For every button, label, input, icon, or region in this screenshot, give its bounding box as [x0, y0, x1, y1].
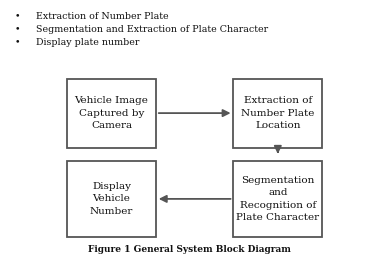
Text: Extraction of Number Plate: Extraction of Number Plate — [36, 12, 169, 21]
Text: Display
Vehicle
Number: Display Vehicle Number — [90, 182, 133, 216]
Text: Segmentation
and
Recognition of
Plate Character: Segmentation and Recognition of Plate Ch… — [236, 176, 319, 222]
Bar — [233, 161, 322, 237]
Text: Vehicle Image
Captured by
Camera: Vehicle Image Captured by Camera — [74, 96, 149, 130]
Bar — [233, 79, 322, 148]
Text: Segmentation and Extraction of Plate Character: Segmentation and Extraction of Plate Cha… — [36, 25, 268, 34]
Text: •: • — [15, 38, 21, 47]
Bar — [67, 79, 156, 148]
Text: Figure 1 General System Block Diagram: Figure 1 General System Block Diagram — [88, 244, 290, 254]
Text: Extraction of
Number Plate
Location: Extraction of Number Plate Location — [241, 96, 314, 130]
Text: •: • — [15, 12, 21, 21]
Text: Display plate number: Display plate number — [36, 38, 139, 47]
Bar — [67, 161, 156, 237]
Text: •: • — [15, 25, 21, 34]
